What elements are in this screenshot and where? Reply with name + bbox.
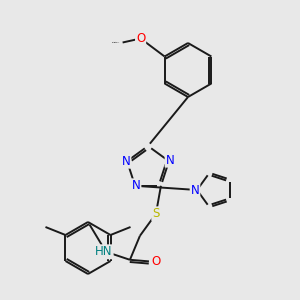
Text: O: O [151,255,160,268]
Text: methoxy: methoxy [112,42,118,43]
Text: HN: HN [95,245,113,258]
Text: N: N [132,179,140,192]
Text: O: O [136,32,145,45]
Text: N: N [166,154,174,167]
Text: methoxy: methoxy [113,42,120,43]
Text: N: N [122,155,130,168]
Text: N: N [190,184,200,196]
Text: S: S [152,207,160,220]
